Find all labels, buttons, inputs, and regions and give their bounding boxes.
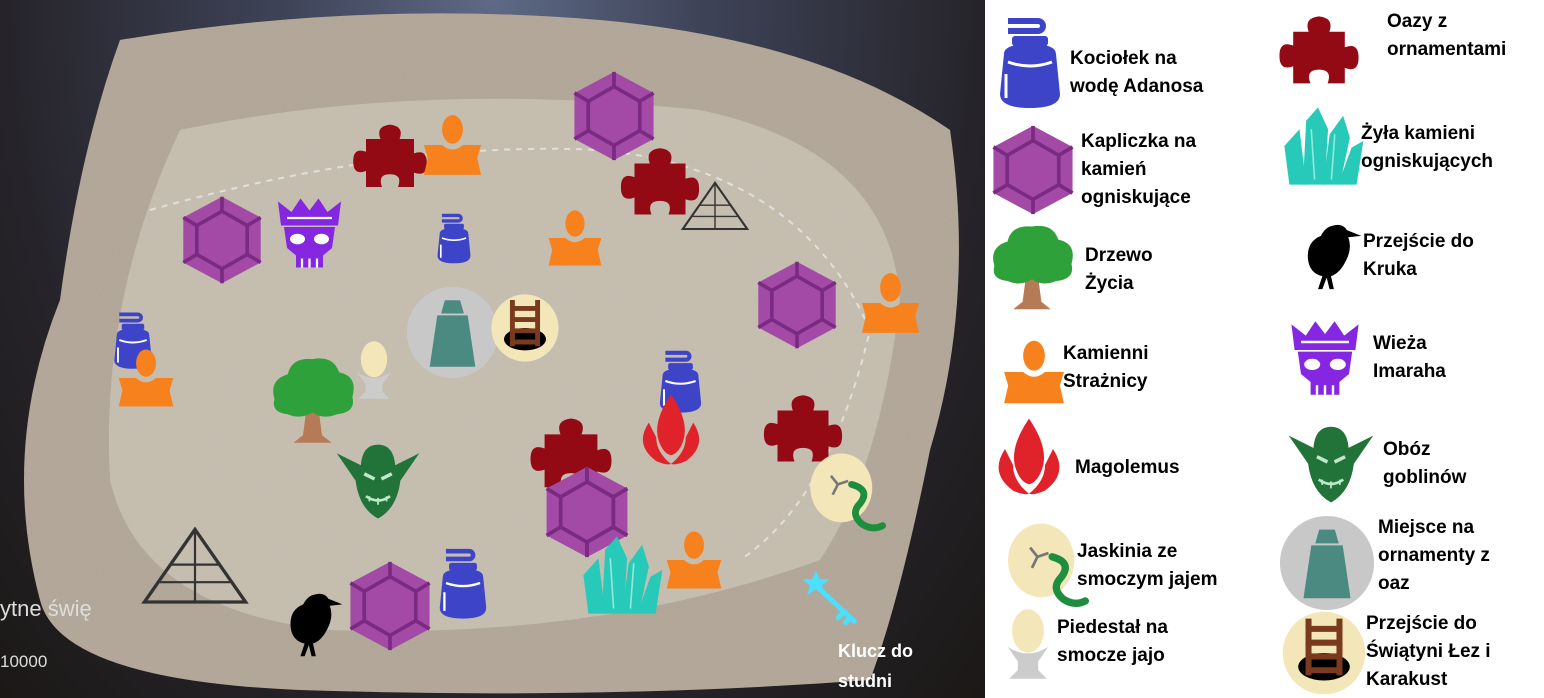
- tower-skull-icon[interactable]: [272, 190, 347, 276]
- gem-shrine-icon[interactable]: [752, 260, 842, 350]
- gem-shrine-icon[interactable]: [344, 560, 436, 652]
- guardian-icon[interactable]: [420, 105, 485, 185]
- legend-label: Jaskinia ze smoczym jajem: [1077, 541, 1218, 590]
- puzzle-icon[interactable]: [615, 138, 705, 223]
- map-legend: Kociołek na wodę Adanosa Kapliczka na ka…: [985, 0, 1544, 698]
- game-view: Klucz do studni ytne świę 10000: [0, 0, 985, 698]
- tower-skull-icon: [1285, 312, 1365, 404]
- score-value: 10000: [0, 652, 48, 671]
- dragon-egg-icon[interactable]: [800, 450, 886, 536]
- guardian-icon[interactable]: [545, 200, 605, 276]
- puzzle-icon[interactable]: [350, 115, 430, 195]
- tree-icon[interactable]: [265, 350, 360, 448]
- flame-icon[interactable]: [634, 388, 708, 472]
- legend-label: Przejście do Kruka: [1363, 231, 1474, 280]
- legend-label: Drzewo Życia: [1085, 245, 1153, 294]
- cauldron-icon[interactable]: [432, 540, 494, 626]
- legend-label: Miejsce na ornamenty z oaz: [1378, 517, 1490, 594]
- shrine-text: ytne świę: [0, 596, 92, 621]
- key-icon[interactable]: [796, 568, 868, 630]
- legend-label: Kociołek na wodę Adanosa: [1070, 48, 1204, 97]
- cauldron-icon[interactable]: [432, 207, 476, 269]
- goblin-icon[interactable]: [330, 436, 426, 522]
- legend-label: Piedestał na smocze jajo: [1057, 617, 1168, 666]
- crystal-icon[interactable]: [580, 530, 664, 620]
- key-label: Klucz do studni: [838, 641, 913, 691]
- tree-icon: [985, 218, 1079, 314]
- goblin-icon: [1281, 418, 1381, 506]
- guardian-icon[interactable]: [663, 522, 725, 598]
- legend-label: Kamienni Strażnicy: [1063, 343, 1149, 392]
- raven-icon[interactable]: [278, 578, 348, 670]
- gem-shrine-icon[interactable]: [177, 195, 267, 285]
- egg-pedestal-icon: [999, 596, 1057, 692]
- pyramid-marker: [140, 525, 250, 613]
- legend-label: Oazy z ornamentami: [1387, 11, 1507, 60]
- legend-label: Wieża Imaraha: [1373, 333, 1446, 382]
- guardian-icon[interactable]: [858, 265, 923, 341]
- ornament-place-icon[interactable]: [405, 285, 500, 380]
- guardian-icon[interactable]: [115, 340, 177, 416]
- cauldron-icon: [990, 14, 1070, 110]
- raven-icon: [1295, 208, 1367, 304]
- crystal-icon: [1281, 100, 1365, 192]
- legend-label: Kapliczka na kamień ogniskujące: [1081, 131, 1197, 208]
- legend-label: Obóz goblinów: [1383, 439, 1467, 488]
- ornament-place-icon: [1278, 514, 1376, 612]
- gem-shrine-icon: [987, 124, 1079, 216]
- stone-guardian-icon: [1000, 330, 1068, 414]
- well-icon: [1281, 608, 1367, 698]
- flame-icon: [989, 412, 1069, 502]
- well-icon[interactable]: [490, 283, 560, 373]
- puzzle-icon: [1275, 6, 1363, 92]
- legend-label: Żyła kamieni ogniskujących: [1361, 123, 1493, 172]
- legend-label: Przejście do Świątyni Łez i Karakust: [1366, 613, 1491, 690]
- legend-label: Magolemus: [1075, 457, 1180, 478]
